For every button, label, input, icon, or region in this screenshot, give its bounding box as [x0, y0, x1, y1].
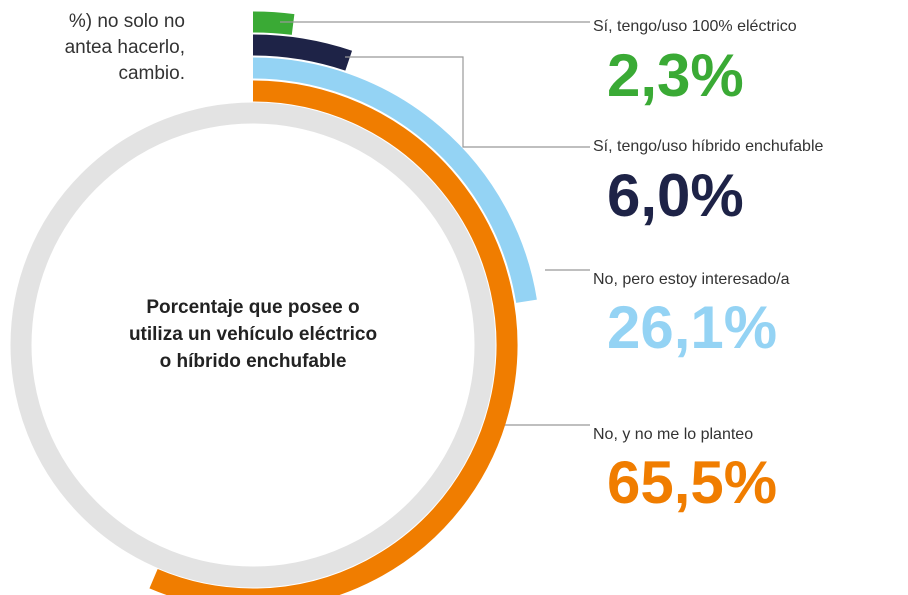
- rings: [10, 11, 537, 595]
- leader-line: [345, 56, 590, 148]
- value-label: 26,1%: [607, 294, 777, 361]
- intro-text: cambio.: [118, 63, 185, 84]
- radial-bar: [252, 57, 537, 303]
- intro-text: antea hacerlo,: [65, 37, 185, 58]
- radial-bar: [252, 11, 295, 35]
- value-label: 6,0%: [607, 162, 744, 229]
- center-title: utiliza un vehículo eléctrico: [129, 324, 377, 345]
- intro-text: %) no solo no: [69, 11, 185, 32]
- radial-bar: [252, 34, 353, 71]
- radial-bar: [149, 80, 518, 595]
- category-label: Sí, tengo/uso 100% eléctrico: [593, 18, 797, 35]
- category-label: No, y no me lo planteo: [593, 426, 753, 443]
- track-ring: [10, 102, 496, 588]
- value-label: 65,5%: [607, 449, 777, 516]
- center-title: o híbrido enchufable: [160, 351, 347, 372]
- category-label: Sí, tengo/uso híbrido enchufable: [593, 138, 823, 155]
- category-label: No, pero estoy interesado/a: [593, 271, 790, 288]
- value-label: 2,3%: [607, 42, 744, 109]
- center-title: Porcentaje que posee o: [146, 297, 359, 318]
